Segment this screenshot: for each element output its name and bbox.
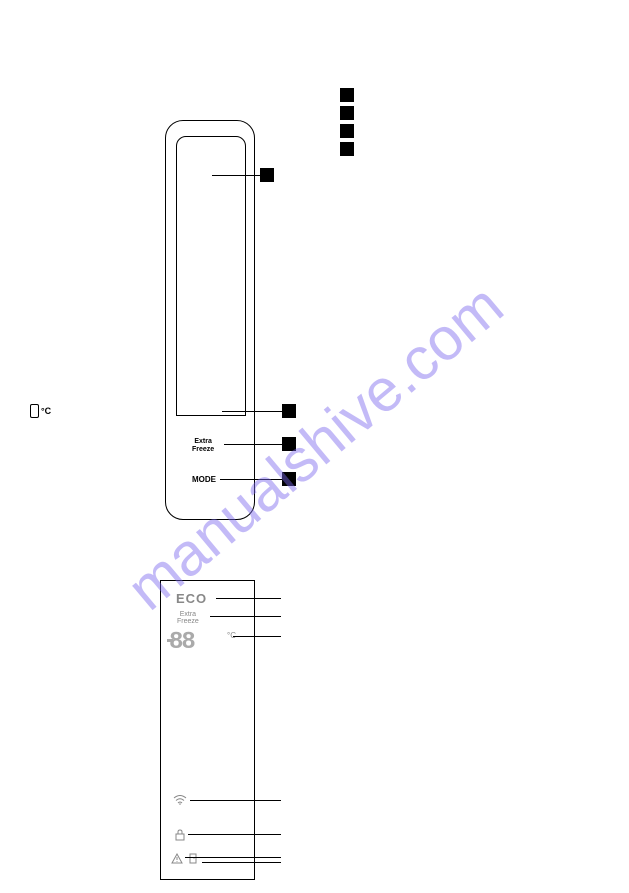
warning-icon xyxy=(171,853,183,864)
lock-indicator xyxy=(175,829,185,841)
legend-square-1 xyxy=(340,88,354,102)
legend-mark-extrafreeze xyxy=(282,437,296,451)
leader-extrafreeze2 xyxy=(210,616,281,617)
legend-square-2 xyxy=(340,106,354,120)
legend-mark-mode xyxy=(282,472,296,486)
eco-indicator: ECO xyxy=(176,591,207,606)
mode-label: MODE xyxy=(192,475,216,484)
thermometer-icon xyxy=(30,404,39,418)
leader-eco xyxy=(216,598,281,599)
degree-label: °C xyxy=(41,406,51,416)
temperature-display: 88 xyxy=(169,629,194,656)
legend-square-4 xyxy=(340,142,354,156)
leader-lock xyxy=(188,834,281,835)
leader-door xyxy=(202,862,281,863)
leader-line-mode xyxy=(220,479,282,480)
display-screen xyxy=(176,136,246,416)
legend-square-3 xyxy=(340,124,354,138)
wifi-icon xyxy=(173,795,187,805)
leader-line-extrafreeze xyxy=(224,444,282,445)
legend-mark-screen xyxy=(260,168,274,182)
extra-freeze-label: ExtraFreeze xyxy=(192,438,214,453)
control-panel-top xyxy=(165,120,255,520)
display-panel-bottom: ECO ExtraFreeze 88 °C xyxy=(160,580,255,880)
leader-temp2 xyxy=(233,636,281,637)
leader-line-screen xyxy=(212,175,260,176)
lock-icon xyxy=(175,829,185,841)
temp-button: °C xyxy=(30,404,51,418)
leader-wifi xyxy=(190,800,281,801)
legend-mark-temp xyxy=(282,404,296,418)
door-icon xyxy=(189,853,197,864)
extra-freeze-indicator: ExtraFreeze xyxy=(177,611,199,625)
alarm-row xyxy=(171,853,197,864)
leader-line-temp xyxy=(222,411,282,412)
wifi-indicator xyxy=(173,795,187,805)
leader-warning xyxy=(185,857,281,858)
